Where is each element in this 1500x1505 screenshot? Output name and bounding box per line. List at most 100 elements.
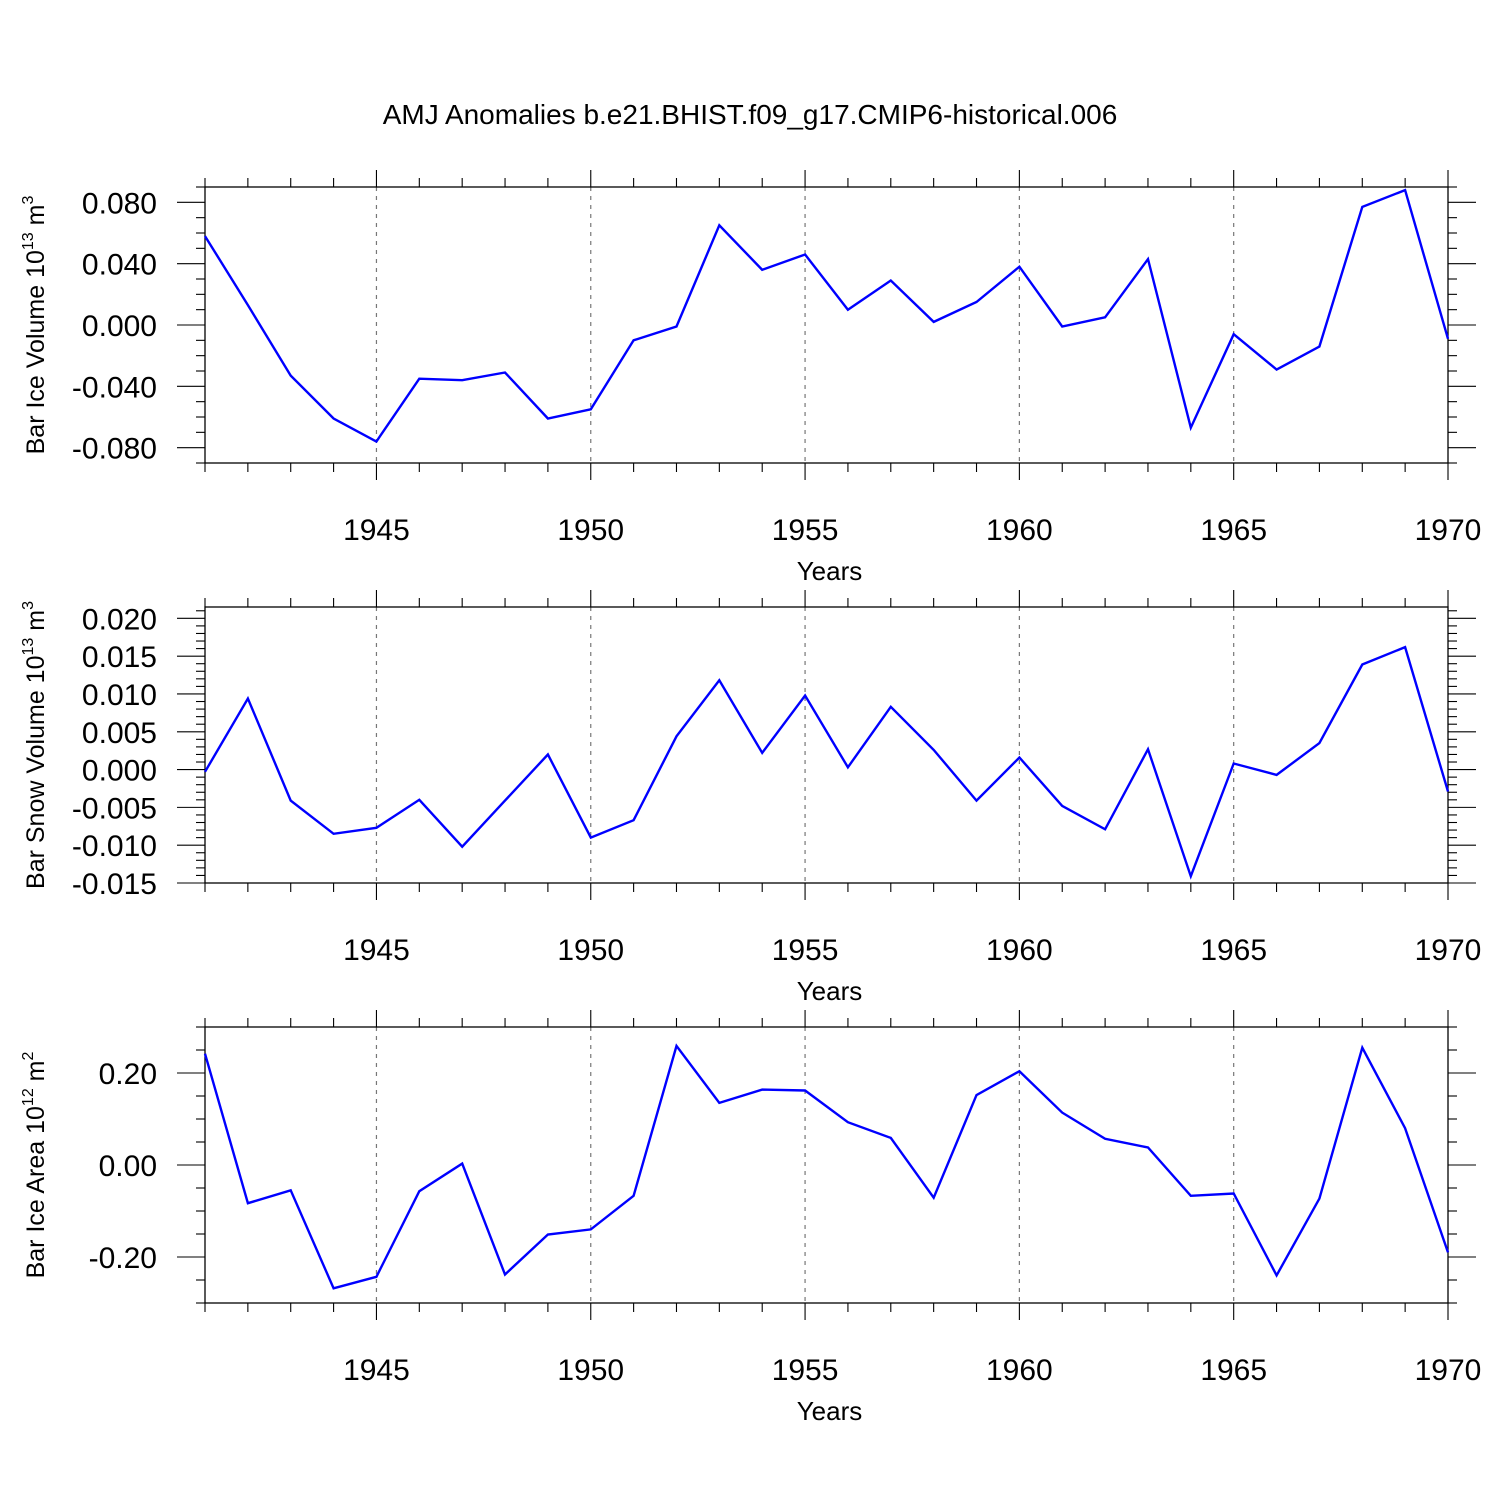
- y-tick-label: 0.00: [99, 1150, 157, 1183]
- y-tick-label: -0.015: [72, 868, 157, 901]
- data-point: [1017, 755, 1021, 759]
- data-point: [1403, 645, 1407, 649]
- data-point: [1017, 265, 1021, 269]
- data-point: [1446, 1250, 1450, 1254]
- y-axis-label: Bar Ice Volume 1013 m3: [20, 196, 50, 455]
- x-tick-label: 1960: [986, 514, 1053, 547]
- data-point: [1189, 1194, 1193, 1198]
- x-tick-label: 1970: [1415, 1354, 1482, 1387]
- data-point: [1103, 827, 1107, 831]
- x-tick-label: 1960: [986, 1354, 1053, 1387]
- data-point: [1189, 426, 1193, 430]
- data-point: [503, 799, 507, 803]
- data-point: [1060, 325, 1064, 329]
- data-point: [589, 836, 593, 840]
- data-point: [332, 1286, 336, 1290]
- data-point: [374, 1275, 378, 1279]
- data-point: [417, 798, 421, 802]
- plot-panel-1: -0.080 -0.040 0.000 0.040 0.080 1945 1950 1955 1…: [20, 170, 1481, 586]
- data-point: [1146, 257, 1150, 261]
- x-tick-label: 1945: [343, 514, 410, 547]
- data-point: [760, 751, 764, 755]
- data-point: [460, 378, 464, 382]
- plot-frame: [204, 1026, 1449, 1304]
- y-tick-label: 0.005: [82, 717, 157, 750]
- data-point: [1360, 662, 1364, 666]
- data-series-line: [203, 188, 1450, 444]
- data-point: [417, 377, 421, 381]
- x-tick-label: 1970: [1415, 934, 1482, 967]
- data-point: [1317, 741, 1321, 745]
- data-point: [460, 1162, 464, 1166]
- x-tick-label: 1955: [772, 514, 839, 547]
- x-tick-label: 1960: [986, 934, 1053, 967]
- data-point: [1103, 1137, 1107, 1141]
- data-point: [932, 748, 936, 752]
- y-tick-label: 0.000: [82, 310, 157, 343]
- data-point: [975, 300, 979, 304]
- data-point: [1232, 762, 1236, 766]
- data-series-line: [203, 1043, 1450, 1290]
- data-point: [803, 693, 807, 697]
- y-tick-label: 0.20: [99, 1058, 157, 1091]
- data-point: [1275, 1273, 1279, 1277]
- data-point: [632, 338, 636, 342]
- data-point: [1403, 1126, 1407, 1130]
- data-point: [1403, 188, 1407, 192]
- data-point: [632, 1194, 636, 1198]
- data-point: [546, 1232, 550, 1236]
- y-tick-label: -0.010: [72, 830, 157, 863]
- x-tick-label: 1950: [557, 514, 624, 547]
- data-point: [589, 407, 593, 411]
- data-point: [374, 440, 378, 444]
- x-axis-label: Years: [797, 556, 863, 586]
- y-tick-label: 0.010: [82, 679, 157, 712]
- data-point: [803, 1088, 807, 1092]
- data-point: [332, 417, 336, 421]
- data-point: [1360, 1046, 1364, 1050]
- y-tick-label: -0.005: [72, 792, 157, 825]
- x-tick-label: 1955: [772, 934, 839, 967]
- x-tick-label: 1950: [557, 934, 624, 967]
- y-tick-label: -0.20: [89, 1242, 157, 1275]
- y-axis-label: Bar Ice Area 1012 m2: [20, 1052, 50, 1279]
- data-point: [889, 705, 893, 709]
- chart-title: AMJ Anomalies b.e21.BHIST.f09_g17.CMIP6-…: [383, 99, 1118, 130]
- data-point: [1446, 337, 1450, 341]
- data-point: [846, 308, 850, 312]
- data-point: [1189, 874, 1193, 878]
- data-point: [332, 832, 336, 836]
- data-point: [289, 1188, 293, 1192]
- data-point: [717, 223, 721, 227]
- plot-frame: [204, 606, 1449, 884]
- data-point: [975, 799, 979, 803]
- data-point: [246, 696, 250, 700]
- data-point: [1060, 1111, 1064, 1115]
- data-point: [203, 770, 207, 774]
- data-point: [803, 252, 807, 256]
- data-point: [589, 1227, 593, 1231]
- data-point: [760, 1088, 764, 1092]
- data-point: [546, 752, 550, 756]
- x-tick-label: 1970: [1415, 514, 1482, 547]
- x-axis-label: Years: [797, 976, 863, 1006]
- data-point: [289, 374, 293, 378]
- x-tick-label: 1965: [1200, 514, 1267, 547]
- data-point: [674, 1044, 678, 1048]
- data-point: [1146, 1146, 1150, 1150]
- y-tick-label: 0.040: [82, 249, 157, 282]
- data-point: [674, 325, 678, 329]
- data-point: [246, 303, 250, 307]
- x-tick-label: 1965: [1200, 934, 1267, 967]
- plot-frame: [204, 186, 1449, 464]
- data-point: [417, 1189, 421, 1193]
- x-tick-label: 1965: [1200, 1354, 1267, 1387]
- data-point: [846, 765, 850, 769]
- data-series-line: [203, 645, 1450, 880]
- data-point: [717, 1101, 721, 1105]
- data-point: [932, 320, 936, 324]
- data-point: [760, 268, 764, 272]
- data-point: [460, 845, 464, 849]
